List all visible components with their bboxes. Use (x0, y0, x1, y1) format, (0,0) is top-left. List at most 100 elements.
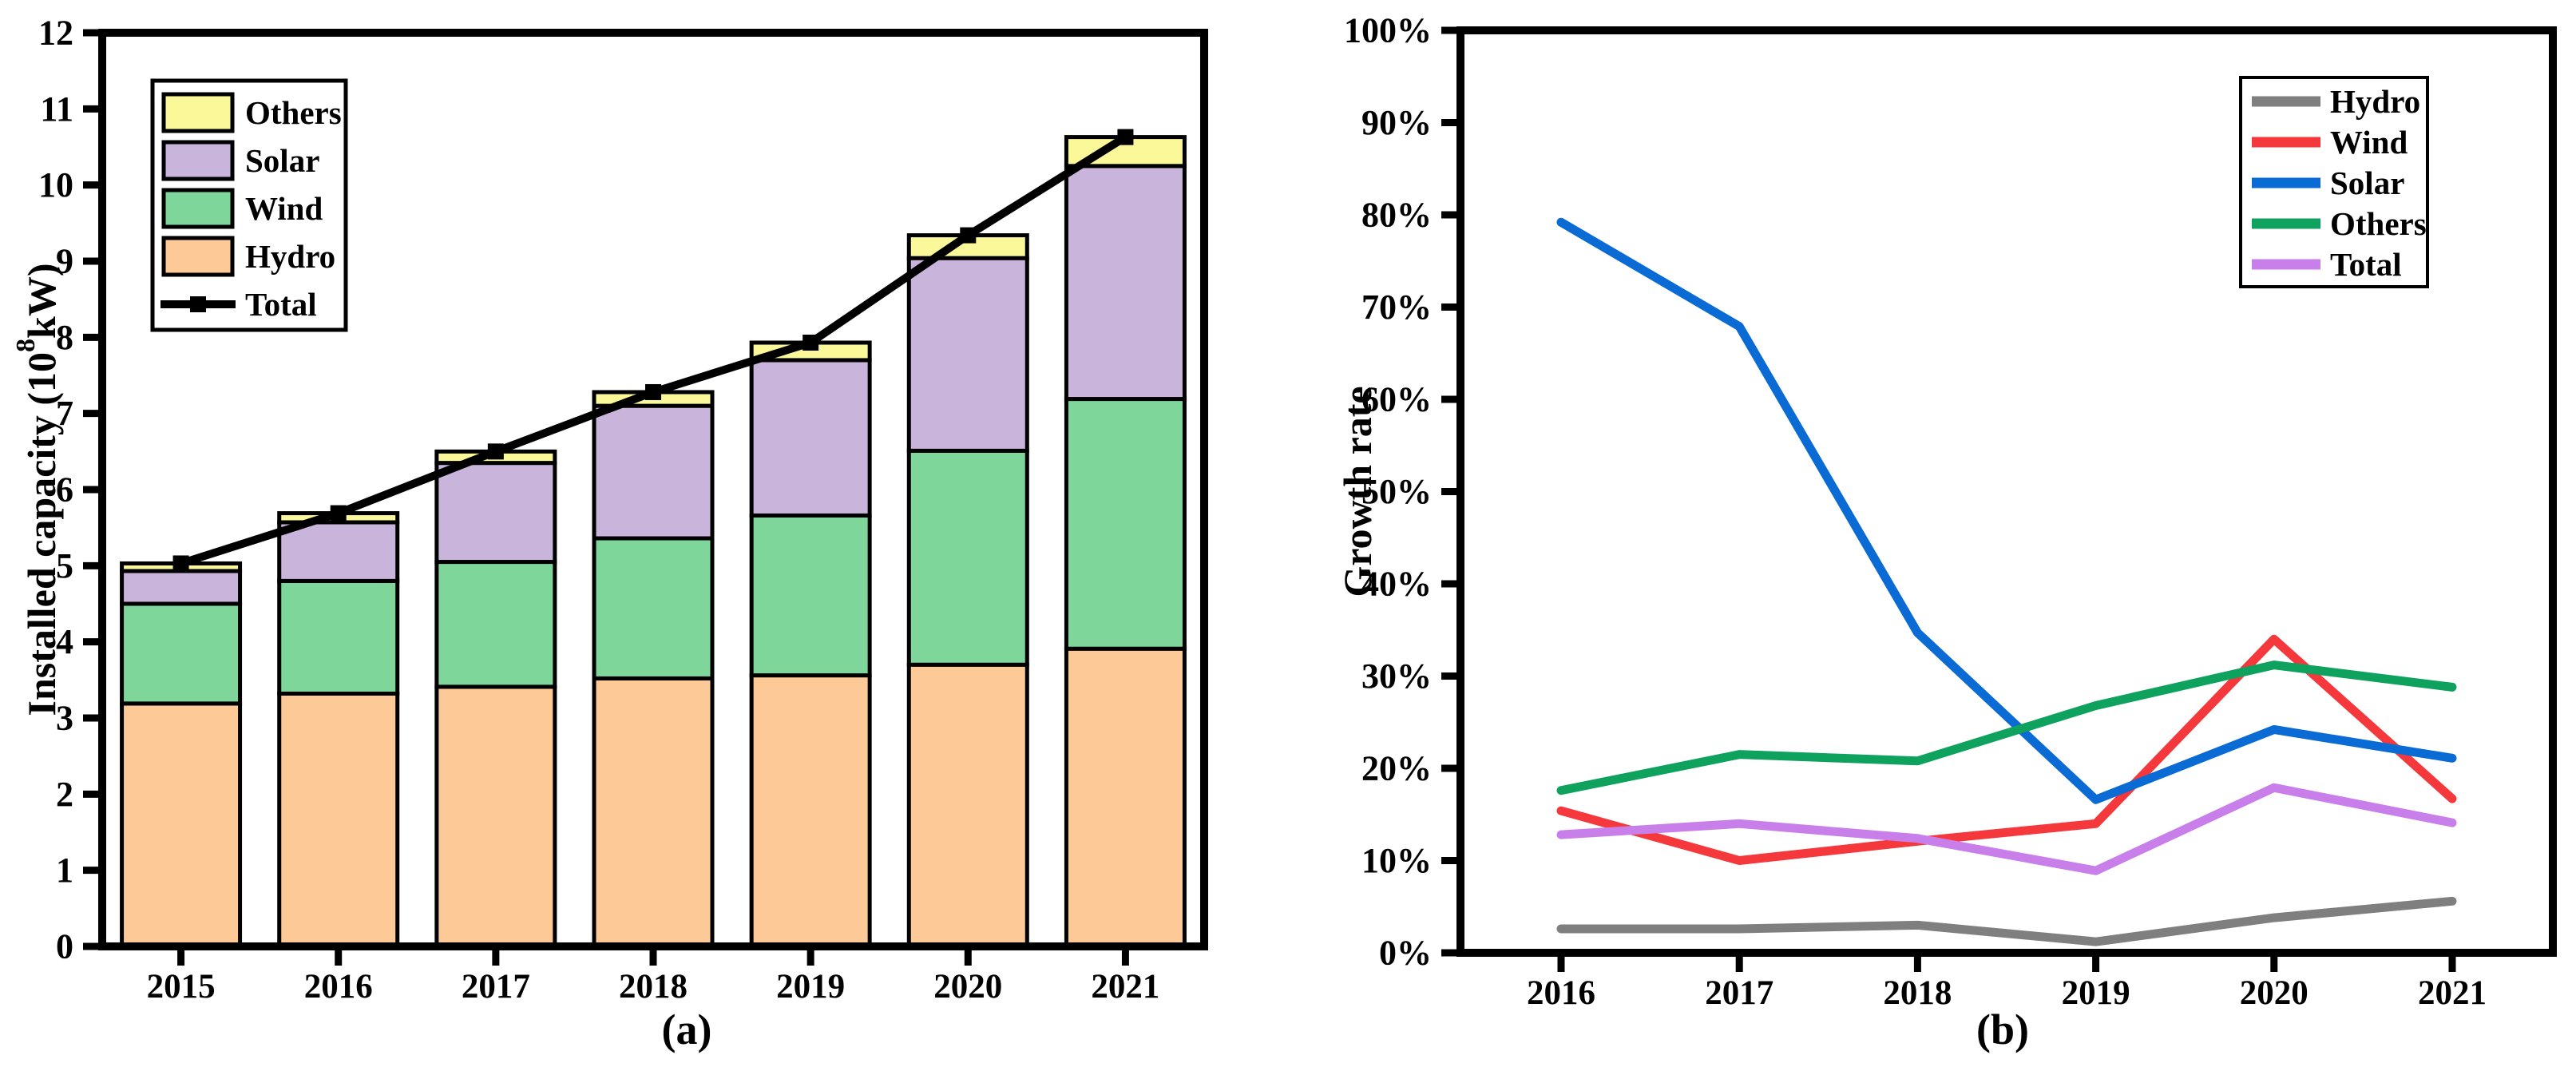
y-tick-label: 50% (1361, 472, 1432, 511)
x-tick-label-2016: 2016 (304, 968, 373, 1006)
x-tick-label-2019: 2019 (2062, 974, 2130, 1012)
y-tick-label: 100% (1344, 11, 1432, 50)
y-tick-label: 10% (1361, 841, 1432, 880)
bar-hydro-2016 (277, 691, 400, 949)
legend-item-solar: Solar (2252, 165, 2404, 201)
y-tick-label: 11 (40, 89, 73, 129)
y-tick-label: 3 (56, 699, 73, 738)
bar-hydro-2020 (906, 662, 1029, 949)
legend-label-others: Others (245, 94, 342, 131)
legend-label-wind: Wind (2330, 124, 2408, 161)
caption-panel-a: (a) (661, 1006, 712, 1053)
legend-swatch-solar (161, 140, 235, 181)
legend-swatch-wind (161, 188, 235, 229)
legend-item-total: Total (2252, 246, 2402, 283)
marker-total-2015 (172, 555, 189, 572)
y-tick-label: 8 (56, 318, 73, 357)
legend-label-total: Total (245, 286, 317, 323)
panel-a-x-axis: 2015 2016 2017 2018 2019 2020 2021 (147, 946, 1159, 1006)
line-solar (1556, 217, 2457, 804)
y-tick-label: 20% (1361, 749, 1432, 788)
bar-hydro-2015 (120, 701, 243, 949)
y-tick-label: 5 (56, 546, 73, 585)
line-hydro (1556, 896, 2457, 946)
x-tick-label-2020: 2020 (933, 968, 1002, 1006)
legend-marker-total (190, 296, 206, 312)
marker-total-2021 (1117, 129, 1134, 145)
panel-b-ylabel: Growth rate (1335, 386, 1380, 597)
panel-b-y-axis: 0% 10% 20% 30% 40% 50% 60% 70% 80% 90% 100% (1344, 11, 1460, 973)
legend-label-solar: Solar (2330, 165, 2404, 201)
y-tick-label: 0% (1379, 934, 1432, 973)
x-tick-label-2015: 2015 (147, 968, 216, 1006)
panel-a-ylabel: Installed capacity (108kW) (11, 263, 65, 716)
y-tick-label: 90% (1361, 103, 1432, 142)
y-tick-label: 6 (56, 470, 73, 510)
panel-b-group: 0%10%20%30%40%50%60%70%80%90%100%2016 201… (1335, 11, 2557, 1012)
legend-item-wind: Wind (2252, 124, 2408, 161)
x-tick-label-2016: 2016 (1527, 974, 1595, 1012)
x-tick-label-2017: 2017 (1705, 974, 1773, 1012)
marker-total-2016 (330, 505, 347, 522)
y-tick-label: 60% (1361, 380, 1432, 419)
panel-b-legend: Hydro Wind Solar Others Total (2239, 76, 2429, 288)
panel-b-x-axis: 2016 2017 2018 2019 2020 2021 (1527, 953, 2487, 1012)
bar-wind-2017 (434, 560, 557, 689)
line-total (1556, 783, 2457, 875)
bar-wind-2015 (120, 601, 243, 706)
legend-swatch-hydro (161, 236, 235, 277)
bar-hydro-2021 (1064, 646, 1187, 949)
marker-total-2018 (645, 383, 661, 400)
bar-hydro-2017 (434, 684, 557, 949)
y-tick-label: 80% (1361, 196, 1432, 235)
caption-panel-b: (b) (1976, 1006, 2029, 1053)
y-tick-label: 12 (38, 14, 73, 53)
y-tick-label: 9 (56, 242, 73, 281)
bar-solar-2021 (1064, 164, 1187, 402)
bar-solar-2015 (120, 569, 243, 606)
bar-wind-2020 (906, 448, 1029, 667)
legend-label-hydro: Hydro (2330, 83, 2420, 120)
legend-label-total: Total (2330, 246, 2402, 283)
bar-wind-2019 (749, 513, 872, 678)
bar-wind-2016 (277, 578, 400, 696)
lines-group (1556, 217, 2457, 946)
bar-hydro-2019 (749, 673, 872, 949)
bar-hydro-2018 (592, 676, 715, 949)
bar-solar-2019 (749, 358, 872, 518)
x-tick-label-2018: 2018 (619, 968, 688, 1006)
legend-swatch-others (161, 92, 235, 133)
legend-label-others: Others (2330, 205, 2427, 242)
x-tick-label-2018: 2018 (1883, 974, 1952, 1012)
marker-total-2017 (487, 443, 504, 460)
bar-wind-2021 (1064, 397, 1187, 651)
y-tick-label: 2 (56, 775, 73, 814)
legend-item-total: Total (161, 286, 317, 323)
legend-item-others: Others (161, 92, 342, 133)
y-tick-label: 0 (56, 927, 73, 966)
line-others (1556, 660, 2457, 795)
panel-a-legend: Others Solar Wind Hydro Total (150, 78, 348, 332)
legend-label-wind: Wind (245, 190, 323, 227)
legend-item-hydro: Hydro (2252, 83, 2420, 120)
y-tick-label: 7 (56, 394, 73, 433)
bar-wind-2018 (592, 536, 715, 680)
legend-label-solar: Solar (245, 142, 319, 179)
bar-solar-2017 (434, 461, 557, 565)
y-tick-label: 4 (56, 622, 73, 661)
legend-item-others: Others (2252, 205, 2427, 242)
x-tick-label-2019: 2019 (776, 968, 845, 1006)
x-tick-label-2021: 2021 (2418, 974, 2487, 1012)
y-tick-label: 70% (1361, 288, 1432, 327)
bar-solar-2016 (277, 520, 400, 583)
x-tick-label-2020: 2020 (2240, 974, 2308, 1012)
bar-solar-2020 (906, 256, 1029, 453)
x-tick-label-2021: 2021 (1091, 968, 1159, 1006)
legend-item-solar: Solar (161, 140, 319, 181)
legend-item-hydro: Hydro (161, 236, 335, 277)
y-tick-label: 1 (56, 851, 73, 890)
